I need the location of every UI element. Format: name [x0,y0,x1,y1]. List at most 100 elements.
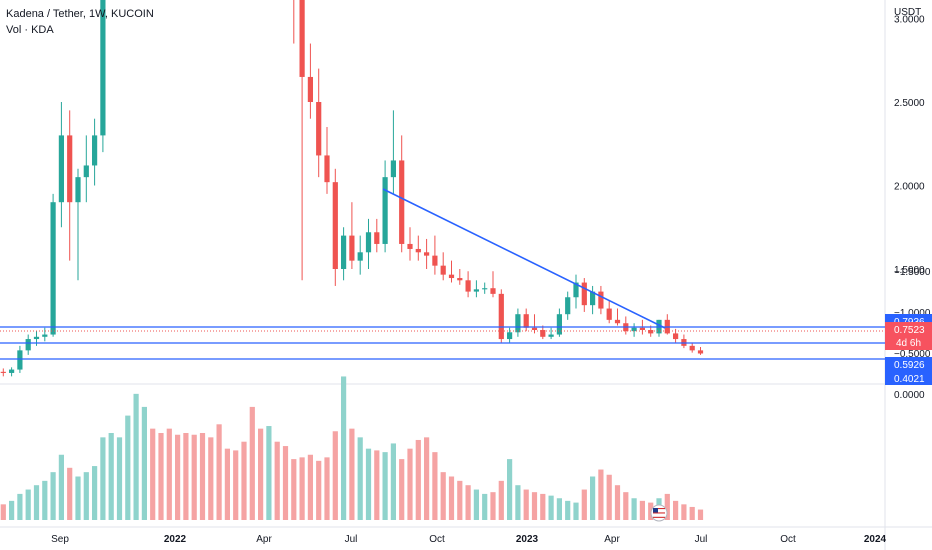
candle-body [324,155,330,183]
candle-body [448,274,455,279]
candle-body [482,288,488,290]
volume-bar [241,441,247,520]
candle-body [473,289,479,292]
volume-bar [216,424,222,520]
volume-bar [407,448,413,520]
volume-bar [67,467,73,520]
time-tick-label: Sep [51,534,69,545]
time-tick-label: 2023 [516,534,539,545]
volume-bar [83,472,89,520]
descending-trendline [382,188,666,329]
last-price-tag [885,322,932,350]
horizontal-levels[interactable] [0,326,885,360]
volume-bar [25,489,31,520]
volume-bar [623,492,629,520]
volume-bar [233,450,239,520]
candle-body [590,291,596,306]
volume-bar [664,493,670,520]
volume-bar [681,504,687,520]
candle-body [614,319,621,324]
symbol-title[interactable]: Kadena / Tether, 1W, KUCOIN [6,8,154,20]
flag-canton [653,508,658,513]
volume-bar [307,454,313,520]
candle-body [83,165,89,178]
volume-bar [58,454,64,520]
candle-body [33,336,40,340]
candle-body [697,350,704,354]
volume-bar [523,489,529,520]
candle-body [598,291,604,309]
volume-bar [258,428,264,520]
volume-bar [482,493,488,520]
candle-body [581,282,587,306]
candle-body [648,330,654,334]
candle-body [58,135,64,203]
volume-bar [266,426,272,520]
candle-body [490,288,496,294]
volume-bar [100,437,106,520]
volume-bar [581,489,587,520]
candle-body [548,334,554,337]
candle-body [50,202,56,335]
candle-body [399,160,405,244]
volume-bar [50,472,56,520]
volume-bar [689,506,695,520]
volume-bar [282,446,289,520]
volume-bar [183,433,189,520]
us-flag-event-icon [650,504,668,522]
volume-bar [465,485,471,520]
volume-bar [291,459,297,520]
volume-bar [299,457,305,520]
candle-body [92,135,98,166]
volume-bar [224,448,230,520]
price-tick-label: 2.5000 [894,98,925,109]
volume-bar [457,480,463,520]
volume-bar [92,466,98,520]
volume-bar [158,433,164,520]
volume-bar [473,489,479,520]
volume-tick-label: −1.0000 [894,308,931,319]
volume-bar [639,500,645,520]
axes: 4.00003.50003.00002.50002.00001.5000USDT… [51,7,932,545]
flag-stripe [653,516,665,518]
volume-bar [141,406,147,520]
candle-body [540,330,546,337]
candle-body [100,0,106,136]
candle-body [639,327,645,331]
candle-body [316,102,322,156]
volume-bar [399,459,405,520]
volume-legend[interactable]: Vol · KDA [6,24,54,36]
trendline[interactable] [382,188,666,329]
candle-body [507,332,513,340]
volume-bar [432,452,438,520]
volume-bar [365,448,372,520]
volume-bar [33,485,40,520]
candle-body [67,135,73,203]
time-tick-label: Oct [780,534,796,545]
candle-body [307,76,313,102]
volume-bar [415,439,421,520]
time-tick-label: 2024 [864,534,887,545]
candle-body [465,280,471,292]
volume-bar [349,428,355,520]
volume-bar [341,376,347,520]
volume-bar [332,431,338,520]
candle-body [457,278,463,281]
flag-stripe [653,510,665,512]
candle-body [606,308,612,320]
chart-legend: Kadena / Tether, 1W, KUCOIN Vol · KDA [6,6,154,38]
candle-body [374,232,380,244]
level-price-tag [885,371,932,385]
candle-body [523,314,529,328]
candle-body [75,177,81,203]
volume-bar [382,452,388,520]
volume-bar [374,450,380,520]
candle-body [9,369,15,373]
volume-bar [125,415,131,520]
candle-body [573,282,579,298]
volume-bar [673,500,679,520]
volume-bar [390,443,396,520]
candle-body [565,297,571,315]
